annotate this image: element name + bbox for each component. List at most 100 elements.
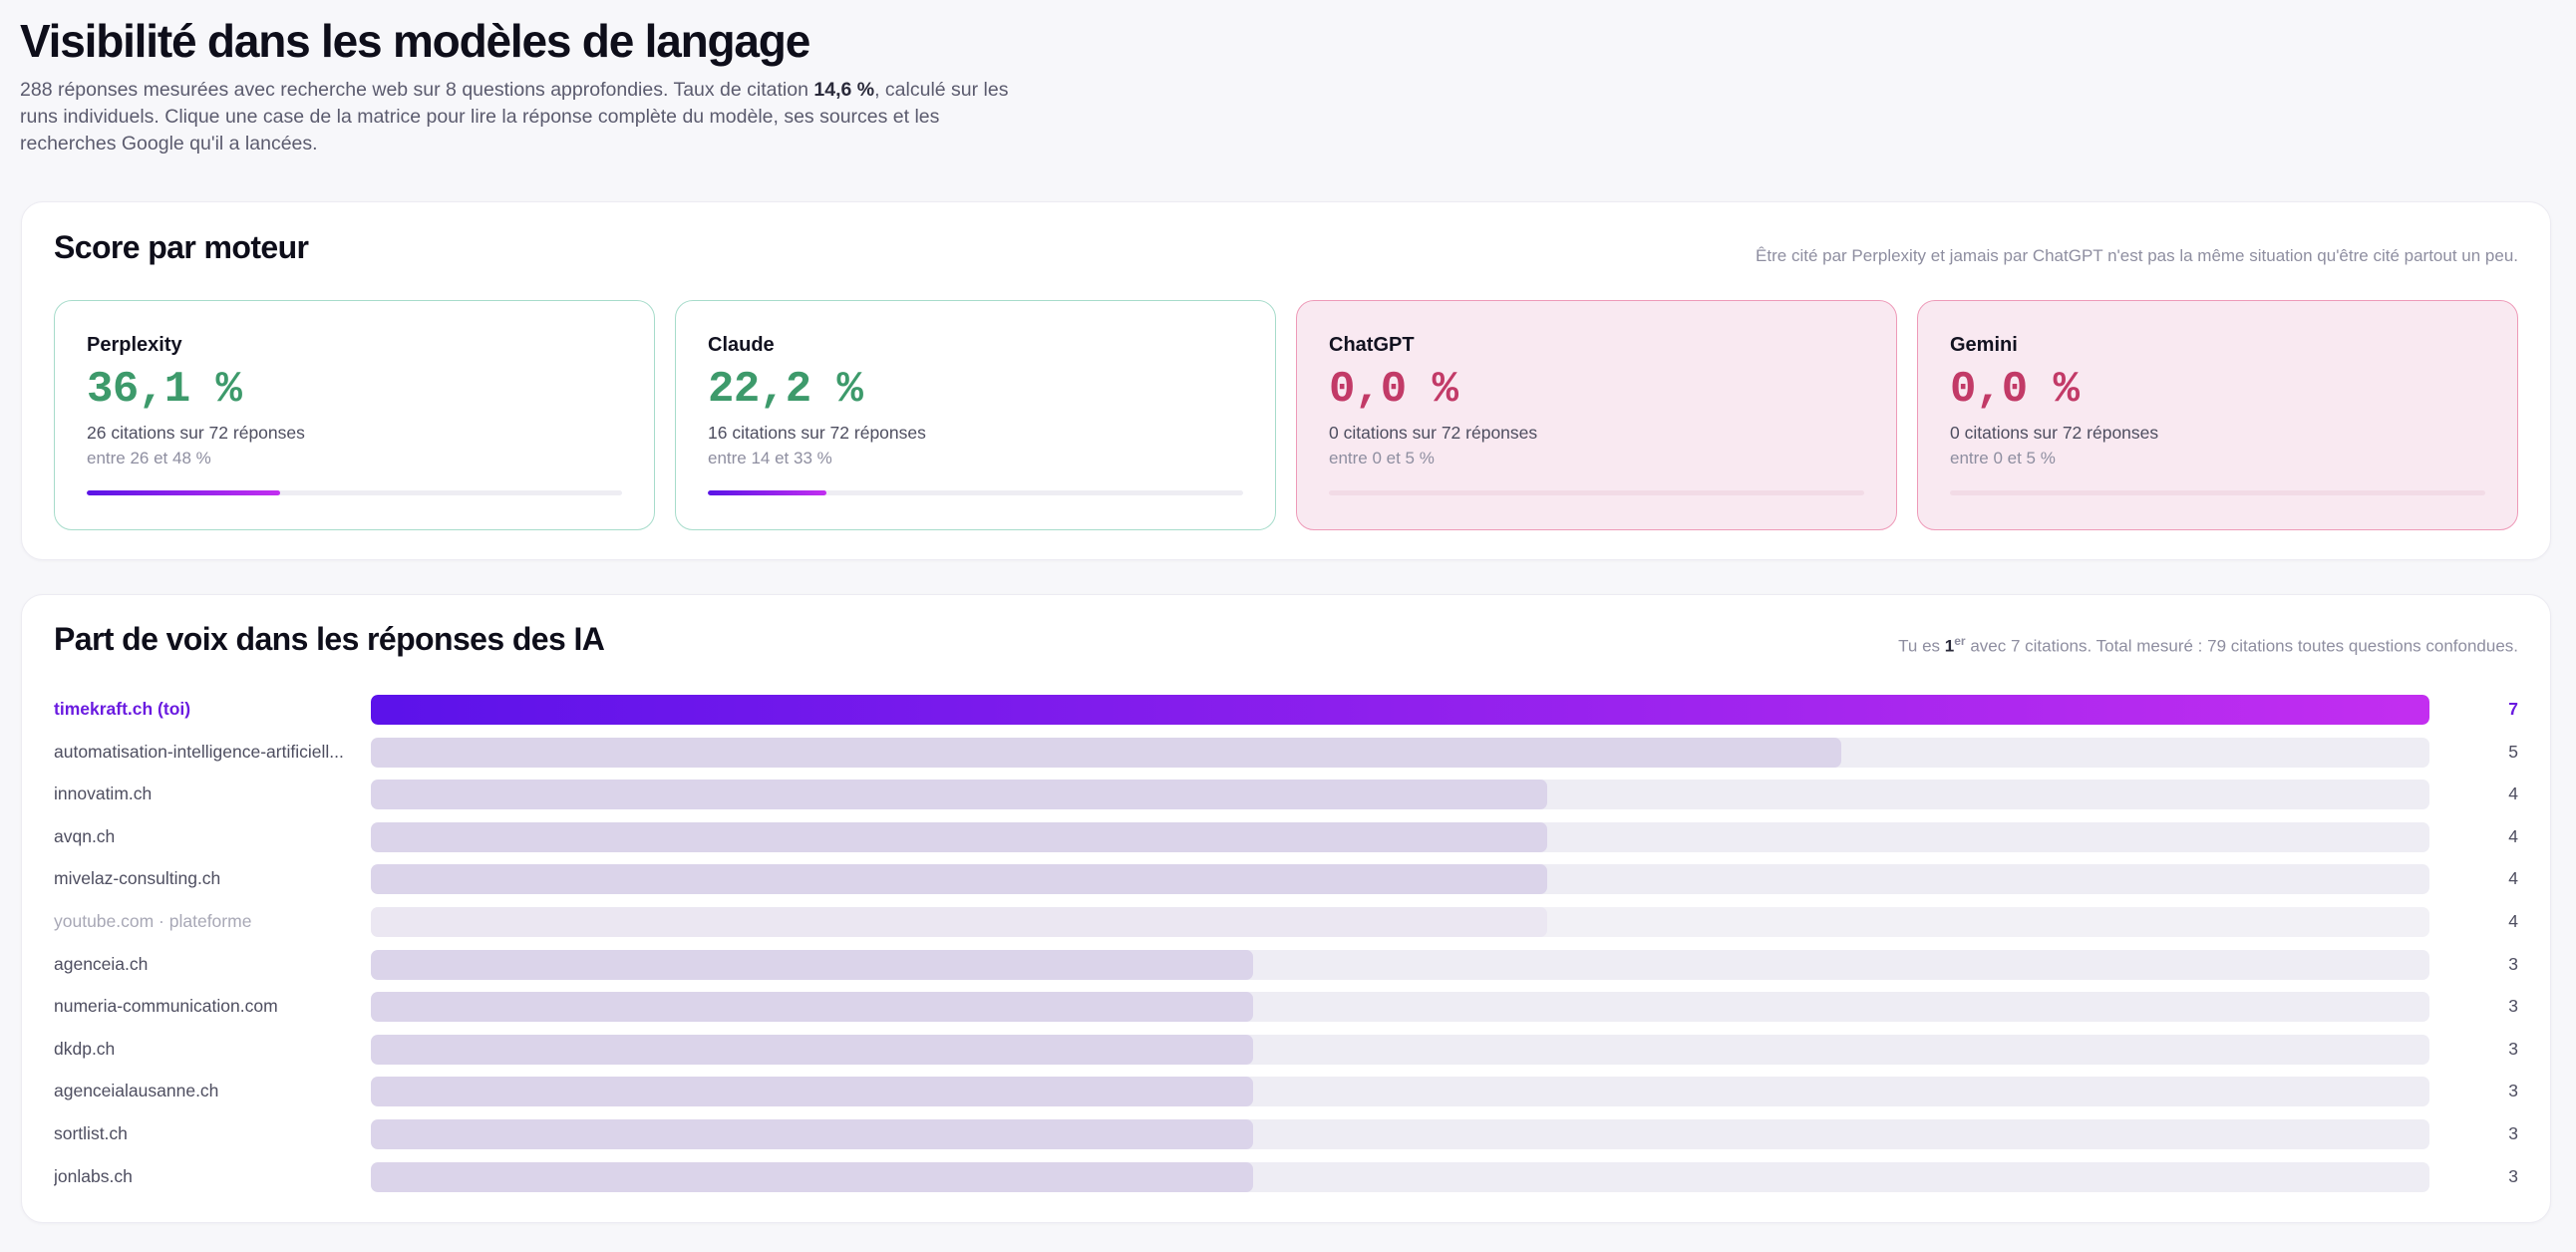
share-bar-track	[371, 1161, 2429, 1192]
share-bar	[371, 992, 1253, 1023]
share-row[interactable]: sortlist.ch 3	[54, 1117, 2518, 1151]
share-row-label: agenceia.ch	[54, 953, 149, 974]
page-title: Visibilité dans les modèles de langage	[20, 15, 810, 67]
share-bar	[371, 821, 1547, 852]
share-bar	[371, 1034, 1253, 1065]
share-bar-track	[371, 695, 2429, 725]
share-note-suffix: avec 7 citations. Total mesuré : 79 cita…	[1965, 636, 2518, 656]
share-row-label: automatisation-intelligence-artificiell.…	[54, 741, 344, 762]
share-row-value: 7	[2508, 699, 2518, 719]
engine-score: 0,0 %	[1950, 365, 2080, 415]
share-bar-track	[371, 949, 2429, 980]
share-row-label: avqn.ch	[54, 825, 116, 846]
engine-score: 36,1 %	[87, 365, 242, 415]
share-bar	[371, 737, 1841, 768]
share-bar	[371, 949, 1253, 980]
share-of-voice-title: Part de voix dans les réponses des IA	[54, 621, 605, 657]
rank-number: 1	[1944, 636, 1955, 656]
engine-progress-track	[87, 490, 622, 495]
engine-score: 22,2 %	[708, 365, 863, 415]
share-row-value: 3	[2508, 1038, 2518, 1059]
rank-suffix: er	[1954, 634, 1966, 648]
share-bar	[371, 1077, 1253, 1107]
share-row-label: timekraft.ch (toi)	[54, 699, 191, 719]
share-row[interactable]: avqn.ch 4	[54, 820, 2518, 854]
engine-card-claude: Claude 22,2 % 16 citations sur 72 réponses…	[675, 300, 1276, 530]
share-row-value: 5	[2508, 741, 2518, 762]
share-bar-track	[371, 1119, 2429, 1149]
engine-name: ChatGPT	[1329, 334, 1415, 356]
engine-name: Gemini	[1950, 334, 2018, 356]
engine-progress-fill	[87, 490, 280, 495]
share-bar-track	[371, 737, 2429, 768]
share-row-value: 3	[2508, 953, 2518, 974]
share-row-value: 3	[2508, 1165, 2518, 1186]
share-row-label: mivelaz-consulting.ch	[54, 868, 221, 889]
share-row[interactable]: numeria-communication.com 3	[54, 990, 2518, 1024]
engine-range: entre 26 et 48 %	[87, 449, 211, 468]
engine-score-card: Score par moteur Être cité par Perplexit…	[21, 201, 2551, 560]
share-row[interactable]: agenceialausanne.ch 3	[54, 1075, 2518, 1108]
engine-progress-track	[1950, 490, 2485, 495]
share-row[interactable]: mivelaz-consulting.ch 4	[54, 862, 2518, 896]
intro-text-start: 288 réponses mesurées avec recherche web…	[20, 79, 814, 101]
share-row-label: jonlabs.ch	[54, 1165, 133, 1186]
share-row[interactable]: automatisation-intelligence-artificiell.…	[54, 736, 2518, 770]
share-row-label: agenceialausanne.ch	[54, 1081, 219, 1101]
share-row[interactable]: dkdp.ch 3	[54, 1033, 2518, 1067]
share-row-value: 4	[2508, 911, 2518, 931]
engine-card-gemini: Gemini 0,0 % 0 citations sur 72 réponses en…	[1917, 300, 2518, 530]
share-of-voice-note: Tu es 1er avec 7 citations. Total mesuré…	[1898, 634, 2518, 657]
engine-score-title: Score par moteur	[54, 229, 309, 265]
share-row-label: numeria-communication.com	[54, 996, 278, 1017]
share-bar-track	[371, 821, 2429, 852]
engine-citations: 0 citations sur 72 réponses	[1950, 423, 2159, 443]
engine-progress-track	[1329, 490, 1864, 495]
engine-citations: 26 citations sur 72 réponses	[87, 423, 305, 443]
share-row-value: 3	[2508, 1081, 2518, 1101]
share-bar	[371, 780, 1547, 810]
engine-score: 0,0 %	[1329, 365, 1458, 415]
intro-text-end: , calculé sur les runs individuels. Cliq…	[20, 79, 1009, 155]
share-bar-track	[371, 864, 2429, 895]
engine-range: entre 0 et 5 %	[1950, 449, 2056, 468]
share-row-value: 4	[2508, 825, 2518, 846]
share-bar	[371, 907, 1547, 937]
share-bar-track	[371, 780, 2429, 810]
engine-citations: 0 citations sur 72 réponses	[1329, 423, 1538, 443]
share-row-value: 4	[2508, 868, 2518, 889]
engine-name: Perplexity	[87, 334, 182, 356]
share-row-label: dkdp.ch	[54, 1038, 116, 1059]
share-bar	[371, 1119, 1253, 1149]
engine-card-perplexity: Perplexity 36,1 % 26 citations sur 72 répo…	[54, 300, 655, 530]
share-row-value: 3	[2508, 996, 2518, 1017]
share-note-prefix: Tu es	[1898, 636, 1945, 656]
engine-progress-fill	[708, 490, 827, 495]
share-of-voice-card: Part de voix dans les réponses des IA Tu…	[21, 594, 2551, 1223]
engine-citations: 16 citations sur 72 réponses	[708, 423, 926, 443]
share-bar-track	[371, 1034, 2429, 1065]
engine-score-note: Être cité par Perplexity et jamais par C…	[1756, 246, 2518, 265]
engine-range: entre 0 et 5 %	[1329, 449, 1435, 468]
share-bar-track	[371, 1077, 2429, 1107]
share-row-label: sortlist.ch	[54, 1123, 128, 1143]
engine-name: Claude	[708, 334, 775, 356]
share-row[interactable]: jonlabs.ch 3	[54, 1160, 2518, 1194]
share-row[interactable]: youtube.com · plateforme 4	[54, 905, 2518, 939]
share-row[interactable]: agenceia.ch 3	[54, 948, 2518, 982]
engine-card-chatgpt: ChatGPT 0,0 % 0 citations sur 72 réponses e…	[1296, 300, 1897, 530]
share-bar	[371, 864, 1547, 895]
share-bar-track	[371, 907, 2429, 937]
share-row-label: innovatim.ch	[54, 783, 153, 804]
citation-rate: 14,6 %	[813, 79, 875, 101]
share-bar	[371, 695, 2429, 725]
engine-progress-track	[708, 490, 1243, 495]
share-row-label: youtube.com · plateforme	[54, 911, 252, 931]
share-row-value: 3	[2508, 1123, 2518, 1143]
share-bar-track	[371, 992, 2429, 1023]
share-bar	[371, 1161, 1253, 1192]
share-row[interactable]: innovatim.ch 4	[54, 778, 2518, 811]
engine-range: entre 14 et 33 %	[708, 449, 832, 468]
share-row[interactable]: timekraft.ch (toi) 7	[54, 693, 2518, 727]
